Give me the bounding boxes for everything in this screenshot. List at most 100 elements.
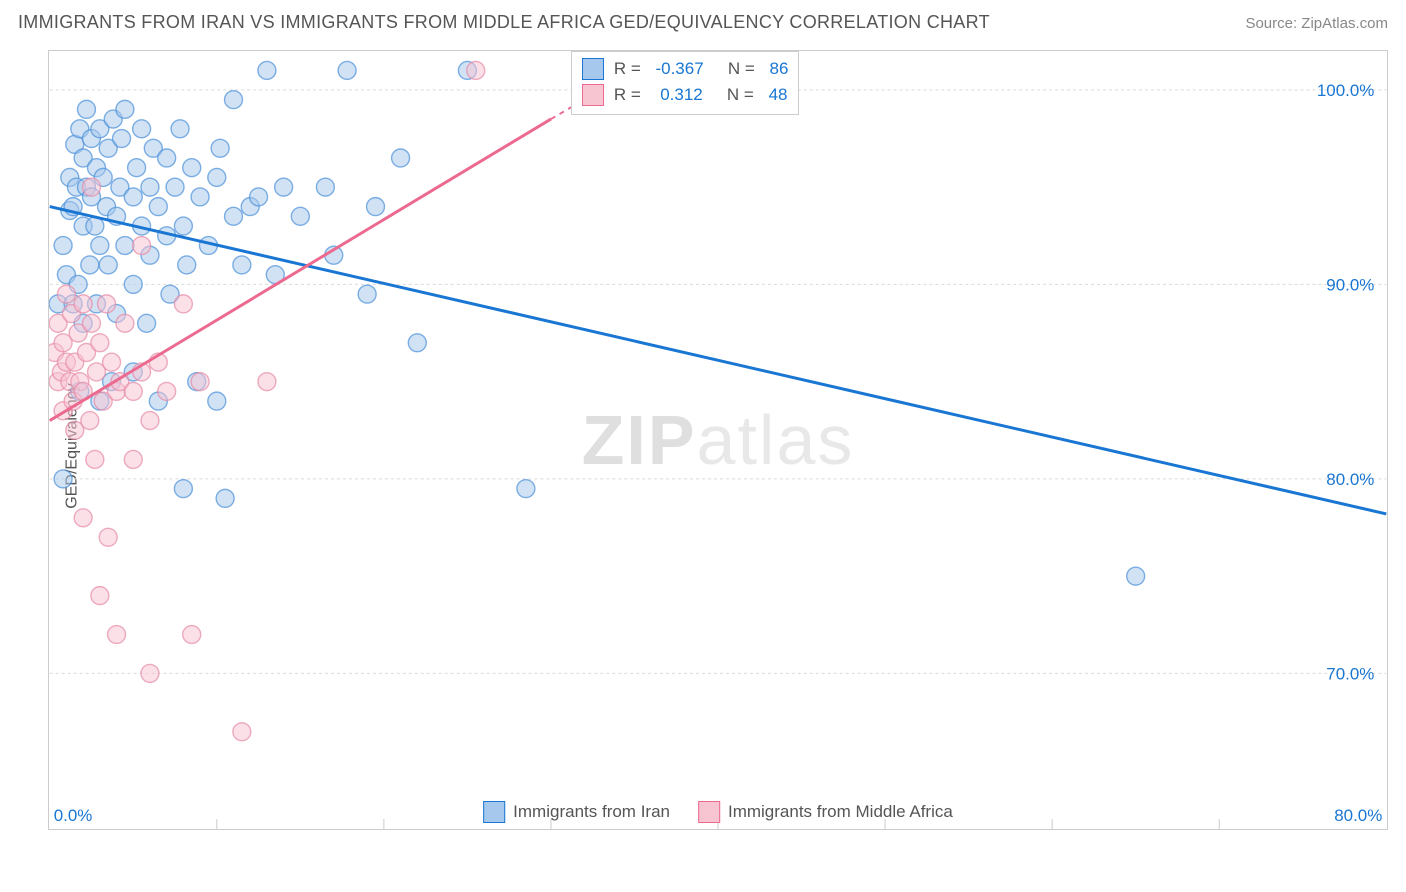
legend-r-label: R =	[614, 59, 646, 79]
y-tick-label: 100.0%	[1317, 81, 1374, 100]
point-iran	[216, 489, 234, 507]
chart-canvas: 70.0% 80.0% 90.0% 100.0% 0.0% 80.0%	[49, 51, 1387, 829]
point-iran	[358, 285, 376, 303]
point-iran	[316, 178, 334, 196]
point-iran	[149, 198, 167, 216]
legend-r-value: 0.312	[655, 85, 702, 105]
point-middle-africa	[57, 285, 75, 303]
legend-series: Immigrants from Iran Immigrants from Midd…	[483, 801, 953, 823]
point-middle-africa	[141, 664, 159, 682]
point-iran	[258, 61, 276, 79]
point-iran	[158, 149, 176, 167]
point-iran	[174, 217, 192, 235]
chart-title: IMMIGRANTS FROM IRAN VS IMMIGRANTS FROM …	[18, 12, 990, 33]
point-middle-africa	[74, 509, 92, 527]
point-iran	[124, 275, 142, 293]
point-middle-africa	[99, 528, 117, 546]
point-middle-africa	[141, 412, 159, 430]
legend-series-label: Immigrants from Middle Africa	[728, 802, 953, 822]
point-middle-africa	[83, 314, 101, 332]
legend-correlation: R = -0.367 N = 86R = 0.312 N = 48	[571, 51, 800, 115]
point-iran	[183, 159, 201, 177]
point-iran	[174, 480, 192, 498]
point-middle-africa	[133, 237, 151, 255]
point-iran	[225, 91, 243, 109]
point-middle-africa	[116, 314, 134, 332]
x-tick-label: 80.0%	[1334, 806, 1382, 825]
point-middle-africa	[191, 373, 209, 391]
point-iran	[116, 237, 134, 255]
legend-swatch	[582, 58, 604, 80]
point-iran	[191, 188, 209, 206]
point-middle-africa	[124, 382, 142, 400]
legend-series-item: Immigrants from Iran	[483, 801, 670, 823]
point-middle-africa	[74, 295, 92, 313]
legend-swatch	[698, 801, 720, 823]
point-iran	[517, 480, 535, 498]
y-tick-label: 80.0%	[1326, 470, 1374, 489]
legend-r-value: -0.367	[655, 59, 703, 79]
point-iran	[367, 198, 385, 216]
point-iran	[225, 207, 243, 225]
scatter-plot: ZIPatlas 70.0%80.0%90.0%100.0%0.0%80.0% …	[48, 50, 1388, 830]
point-iran	[54, 470, 72, 488]
point-middle-africa	[83, 178, 101, 196]
legend-n-label: N =	[714, 59, 760, 79]
point-iran	[211, 139, 229, 157]
point-iran	[54, 237, 72, 255]
point-iran	[138, 314, 156, 332]
legend-n-label: N =	[713, 85, 759, 105]
point-iran	[91, 237, 109, 255]
point-iran	[392, 149, 410, 167]
point-iran	[171, 120, 189, 138]
point-middle-africa	[86, 450, 104, 468]
point-iran	[408, 334, 426, 352]
point-iran	[1127, 567, 1145, 585]
point-middle-africa	[91, 334, 109, 352]
legend-swatch	[483, 801, 505, 823]
point-iran	[233, 256, 251, 274]
y-tick-label: 90.0%	[1326, 275, 1374, 294]
legend-row: R = 0.312 N = 48	[582, 82, 789, 108]
point-iran	[77, 100, 95, 118]
point-middle-africa	[183, 626, 201, 644]
point-iran	[166, 178, 184, 196]
point-middle-africa	[467, 61, 485, 79]
y-tick-label: 70.0%	[1326, 664, 1374, 683]
point-iran	[99, 256, 117, 274]
point-iran	[291, 207, 309, 225]
x-tick-label: 0.0%	[54, 806, 93, 825]
point-middle-africa	[103, 353, 121, 371]
point-middle-africa	[158, 382, 176, 400]
point-middle-africa	[233, 723, 251, 741]
legend-row: R = -0.367 N = 86	[582, 56, 789, 82]
point-middle-africa	[174, 295, 192, 313]
point-middle-africa	[108, 626, 126, 644]
point-middle-africa	[91, 587, 109, 605]
point-iran	[178, 256, 196, 274]
point-iran	[338, 61, 356, 79]
point-middle-africa	[98, 295, 116, 313]
point-iran	[116, 100, 134, 118]
source-attribution: Source: ZipAtlas.com	[1245, 15, 1388, 32]
trend-line-iran	[50, 207, 1387, 514]
point-iran	[81, 256, 99, 274]
point-iran	[275, 178, 293, 196]
legend-series-label: Immigrants from Iran	[513, 802, 670, 822]
legend-n-value: 86	[770, 59, 789, 79]
point-iran	[250, 188, 268, 206]
point-iran	[124, 188, 142, 206]
point-iran	[128, 159, 146, 177]
legend-n-value: 48	[769, 85, 788, 105]
point-iran	[113, 130, 131, 148]
legend-swatch	[582, 84, 604, 106]
legend-r-label: R =	[614, 85, 646, 105]
point-iran	[208, 168, 226, 186]
legend-series-item: Immigrants from Middle Africa	[698, 801, 953, 823]
trend-line-middle-africa	[50, 119, 551, 420]
point-iran	[133, 120, 151, 138]
point-iran	[208, 392, 226, 410]
point-middle-africa	[258, 373, 276, 391]
point-iran	[141, 178, 159, 196]
point-middle-africa	[124, 450, 142, 468]
